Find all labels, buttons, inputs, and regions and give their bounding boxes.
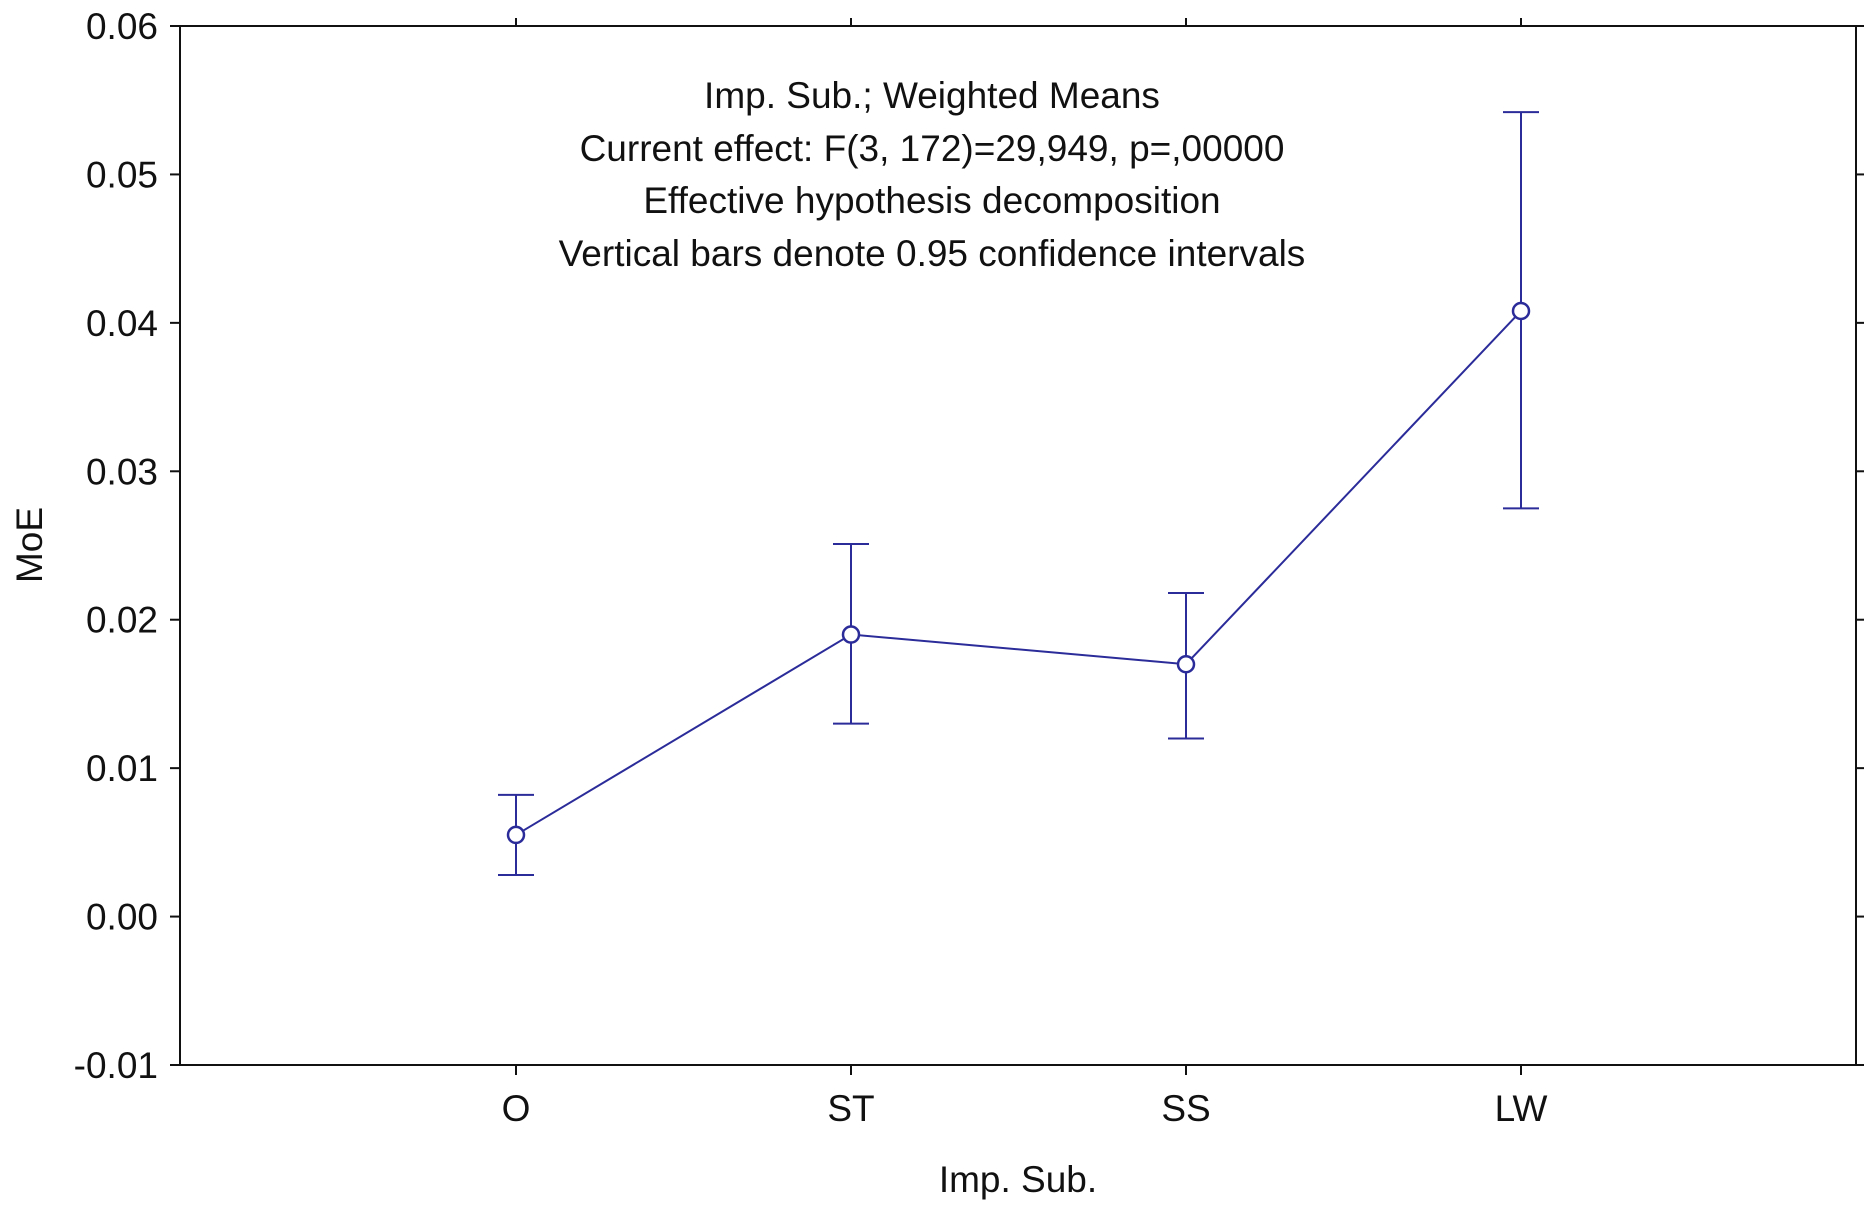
- plot-frame: [179, 25, 1857, 1066]
- y-axis: -0.01 0.00 0.01 0.02 0.03 0.04 0.05 0.06: [74, 6, 1864, 1086]
- series-layer: [498, 111, 1539, 877]
- annotation-line-1: Imp. Sub.; Weighted Means: [704, 75, 1160, 116]
- annotation-line-4: Vertical bars denote 0.95 confidence int…: [559, 233, 1306, 274]
- y-axis-title: MoE: [9, 507, 50, 583]
- y-tick-label: 0.01: [86, 748, 158, 789]
- x-tick-label: O: [502, 1088, 531, 1129]
- x-axis-title: Imp. Sub.: [939, 1159, 1097, 1200]
- y-tick-label: -0.01: [74, 1045, 158, 1086]
- x-axis: O ST SS LW: [502, 18, 1548, 1129]
- y-tick-label: 0.04: [86, 303, 158, 344]
- y-tick-label: 0.06: [86, 6, 158, 47]
- annotation-line-2: Current effect: F(3, 172)=29,949, p=,000…: [580, 128, 1285, 169]
- x-tick-label: ST: [827, 1088, 874, 1129]
- y-tick-label: 0.03: [86, 451, 158, 492]
- data-point-marker: [1176, 654, 1196, 674]
- y-tick-label: 0.02: [86, 600, 158, 641]
- data-point-marker: [841, 625, 861, 644]
- annotation-line-3: Effective hypothesis decomposition: [643, 180, 1220, 221]
- x-tick-label: LW: [1495, 1088, 1548, 1129]
- data-point-marker: [506, 825, 526, 845]
- y-tick-label: 0.00: [86, 897, 158, 938]
- x-tick-label: SS: [1161, 1088, 1210, 1129]
- annotation-block: Imp. Sub.; Weighted Means Current effect…: [559, 75, 1306, 274]
- data-point-marker: [1511, 301, 1531, 321]
- series-line: [515, 310, 1522, 836]
- y-tick-label: 0.05: [86, 154, 158, 195]
